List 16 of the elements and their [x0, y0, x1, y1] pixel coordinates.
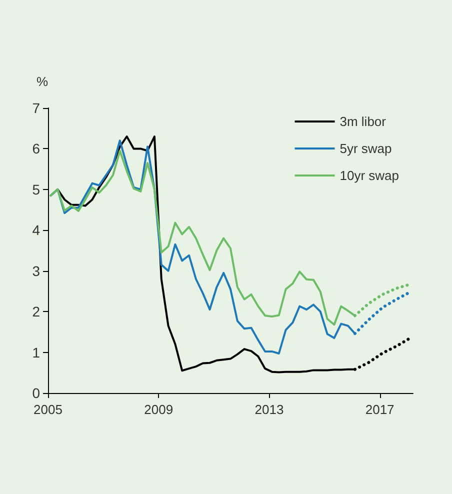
y-tick-label: 0: [32, 385, 40, 401]
y-tick-label: 7: [32, 100, 40, 116]
y-tick-label: 1: [32, 344, 40, 360]
y-tick-label: 2: [32, 304, 40, 320]
legend-label: 3m libor: [340, 114, 387, 129]
y-tick-label: 3: [32, 262, 40, 279]
y-axis-title: %: [36, 74, 48, 89]
x-tick-label: 2005: [34, 402, 62, 417]
y-tick-label: 4: [32, 222, 40, 238]
x-tick-label: 2017: [365, 402, 394, 417]
y-tick-label: 5: [32, 181, 40, 198]
x-tick-label: 2013: [254, 402, 284, 417]
legend-label: 5yr swap: [340, 141, 392, 156]
x-tick-label: 2009: [144, 402, 174, 417]
y-tick-label: 6: [32, 140, 40, 157]
legend-label: 10yr swap: [340, 168, 399, 183]
